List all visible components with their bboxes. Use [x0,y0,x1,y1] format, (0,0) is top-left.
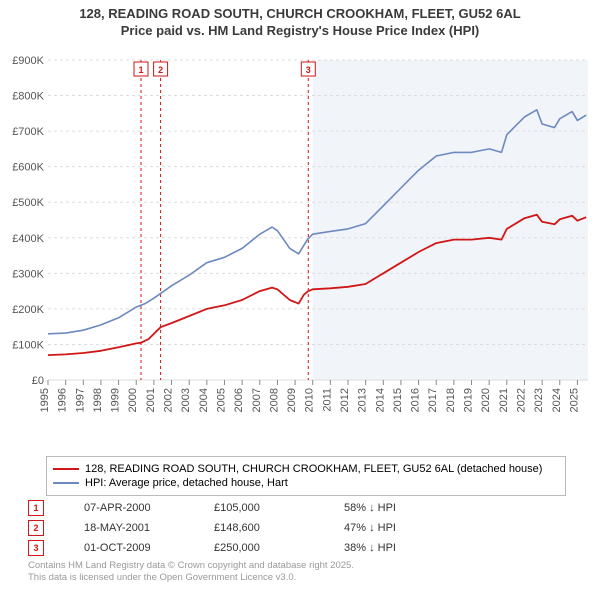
svg-text:2010: 2010 [304,388,316,412]
title-block: 128, READING ROAD SOUTH, CHURCH CROOKHAM… [0,0,600,40]
table-row: 3 01-OCT-2009 £250,000 38% ↓ HPI [28,538,474,558]
svg-text:2015: 2015 [392,388,404,412]
footer-line2: This data is licensed under the Open Gov… [28,572,354,584]
legend-item: 128, READING ROAD SOUTH, CHURCH CROOKHAM… [53,463,559,475]
legend-label: HPI: Average price, detached house, Hart [85,477,288,489]
transaction-marker: 3 [28,540,44,556]
legend-item: HPI: Average price, detached house, Hart [53,477,559,489]
svg-text:3: 3 [306,65,311,75]
svg-text:2013: 2013 [357,388,369,412]
footer: Contains HM Land Registry data © Crown c… [28,560,354,584]
svg-text:1995: 1995 [39,388,51,412]
table-row: 2 18-MAY-2001 £148,600 47% ↓ HPI [28,518,474,538]
legend-swatch [53,468,79,470]
legend-label: 128, READING ROAD SOUTH, CHURCH CROOKHAM… [85,463,542,475]
transaction-date: 07-APR-2000 [84,502,214,514]
svg-text:2004: 2004 [198,388,210,412]
title-line1: 128, READING ROAD SOUTH, CHURCH CROOKHAM… [0,6,600,23]
svg-text:2003: 2003 [180,388,192,412]
svg-text:£700K: £700K [12,126,44,138]
chart-area: £0 £100K £200K £300K £400K £500K £600K £700K £80… [6,50,594,450]
svg-text:2002: 2002 [163,388,175,412]
chart-container: 128, READING ROAD SOUTH, CHURCH CROOKHAM… [0,0,600,590]
svg-text:2005: 2005 [215,388,227,412]
svg-text:2025: 2025 [568,388,580,412]
transaction-table: 1 07-APR-2000 £105,000 58% ↓ HPI 2 18-MA… [28,498,474,558]
svg-text:£500K: £500K [12,197,44,209]
svg-text:£100K: £100K [12,339,44,351]
table-row: 1 07-APR-2000 £105,000 58% ↓ HPI [28,498,474,518]
legend: 128, READING ROAD SOUTH, CHURCH CROOKHAM… [46,456,566,496]
svg-text:2008: 2008 [268,388,280,412]
svg-text:£200K: £200K [12,304,44,316]
svg-text:1999: 1999 [110,388,122,412]
svg-text:1997: 1997 [74,388,86,412]
transaction-date: 18-MAY-2001 [84,522,214,534]
svg-text:2016: 2016 [410,388,422,412]
svg-text:1: 1 [138,65,143,75]
svg-text:£900K: £900K [12,55,44,67]
transaction-price: £148,600 [214,522,344,534]
svg-text:2019: 2019 [463,388,475,412]
svg-text:1998: 1998 [92,388,104,412]
transaction-hpi: 58% ↓ HPI [344,502,474,514]
svg-text:£300K: £300K [12,268,44,280]
svg-text:2021: 2021 [498,388,510,412]
svg-text:2020: 2020 [480,388,492,412]
svg-text:2001: 2001 [145,388,157,412]
transaction-hpi: 38% ↓ HPI [344,542,474,554]
svg-text:2017: 2017 [427,388,439,412]
transaction-marker: 2 [28,520,44,536]
svg-text:£400K: £400K [12,233,44,245]
transaction-price: £250,000 [214,542,344,554]
svg-text:£0: £0 [32,375,44,387]
legend-swatch [53,482,79,484]
svg-text:2007: 2007 [251,388,263,412]
svg-text:2023: 2023 [533,388,545,412]
title-line2: Price paid vs. HM Land Registry's House … [0,23,600,40]
svg-text:2006: 2006 [233,388,245,412]
svg-text:2012: 2012 [339,388,351,412]
footer-line1: Contains HM Land Registry data © Crown c… [28,560,354,572]
svg-text:£600K: £600K [12,162,44,174]
transaction-date: 01-OCT-2009 [84,542,214,554]
svg-text:2000: 2000 [127,388,139,412]
svg-text:2018: 2018 [445,388,457,412]
svg-text:2011: 2011 [321,388,333,412]
svg-text:2009: 2009 [286,388,298,412]
transaction-hpi: 47% ↓ HPI [344,522,474,534]
svg-text:2022: 2022 [515,388,527,412]
svg-text:2024: 2024 [551,388,563,412]
transaction-marker: 1 [28,500,44,516]
svg-text:2014: 2014 [374,388,386,412]
svg-text:1996: 1996 [57,388,69,412]
svg-text:2: 2 [158,65,163,75]
chart-svg: £0 £100K £200K £300K £400K £500K £600K £700K £80… [6,50,594,450]
transaction-price: £105,000 [214,502,344,514]
svg-text:£800K: £800K [12,91,44,103]
